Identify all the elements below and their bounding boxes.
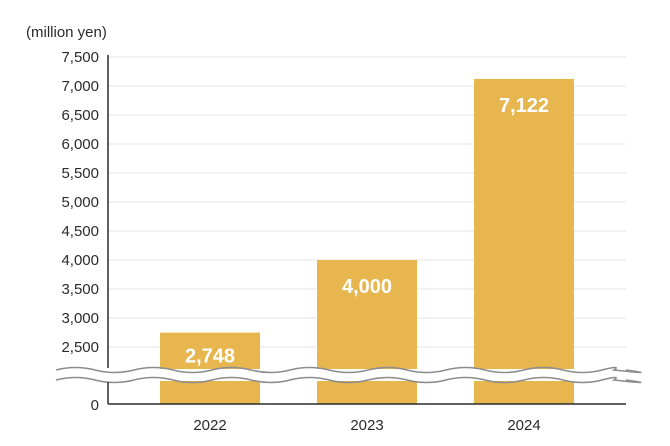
axis-break — [55, 366, 642, 384]
x-tick-label-2024: 2024 — [507, 417, 540, 434]
data-label-2024: 7,122 — [499, 95, 549, 117]
x-tick-labels: 2022 2023 2024 — [193, 417, 540, 434]
axes — [107, 55, 626, 405]
data-label-2022: 2,748 — [185, 346, 235, 368]
y-tick-label: 7,500 — [61, 49, 99, 66]
x-tick-label-2023: 2023 — [350, 417, 383, 434]
y-tick-label: 3,500 — [61, 281, 99, 298]
y-tick-label: 2,500 — [61, 339, 99, 356]
y-tick-label: 5,000 — [61, 194, 99, 211]
break-wave-upper — [55, 366, 642, 374]
y-tick-label: 6,000 — [61, 136, 99, 153]
break-wave-lower — [55, 376, 642, 384]
data-label-2023: 4,000 — [342, 276, 392, 298]
y-tick-label: 5,500 — [61, 165, 99, 182]
y-tick-label: 4,000 — [61, 252, 99, 269]
y-tick-label: 6,500 — [61, 107, 99, 124]
data-labels: 2,748 4,000 7,122 — [185, 95, 549, 368]
y-tick-label-zero: 0 — [91, 397, 99, 414]
x-tick-label-2022: 2022 — [193, 417, 226, 434]
bar-2024 — [474, 78, 574, 404]
y-tick-labels: 7,500 7,000 6,500 6,000 5,500 5,000 4,500 4,000… — [61, 49, 99, 414]
y-tick-label: 7,000 — [61, 78, 99, 95]
unit-label: (million yen) — [26, 24, 107, 41]
y-tick-label: 3,000 — [61, 310, 99, 327]
y-tick-label: 4,500 — [61, 223, 99, 240]
